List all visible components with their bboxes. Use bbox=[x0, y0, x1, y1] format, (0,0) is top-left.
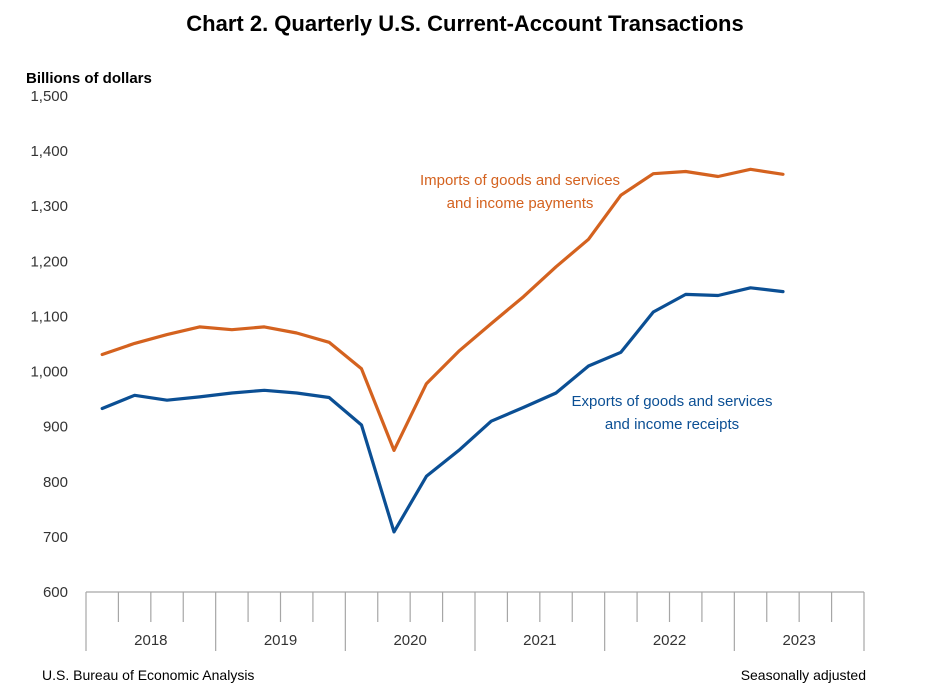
y-tick-label: 700 bbox=[43, 529, 68, 546]
y-tick-label: 1,200 bbox=[30, 253, 68, 270]
series-label: and income payments bbox=[447, 195, 594, 212]
x-tick-label: 2020 bbox=[393, 632, 426, 649]
y-tick-label: 900 bbox=[43, 419, 68, 436]
y-axis-label: Billions of dollars bbox=[26, 70, 152, 87]
x-tick-label: 2019 bbox=[264, 632, 297, 649]
y-tick-label: 800 bbox=[43, 474, 68, 491]
x-tick-label: 2022 bbox=[653, 632, 686, 649]
series-line bbox=[100, 167, 785, 452]
y-tick-label: 1,100 bbox=[30, 308, 68, 325]
footer-source: U.S. Bureau of Economic Analysis bbox=[42, 667, 254, 683]
y-axis-ticks: 600 700 800 900 1,000 1,100 1,200 1,300 1,400 1,5… bbox=[30, 88, 68, 601]
y-tick-label: 1,400 bbox=[30, 143, 68, 160]
x-tick-label: 2018 bbox=[134, 632, 167, 649]
y-tick-label: 600 bbox=[43, 584, 68, 601]
series-line bbox=[100, 286, 785, 534]
footer-note: Seasonally adjusted bbox=[741, 667, 866, 683]
series-lines bbox=[100, 167, 785, 534]
y-tick-label: 1,300 bbox=[30, 198, 68, 215]
chart-title: Chart 2. Quarterly U.S. Current-Account … bbox=[186, 11, 743, 36]
y-tick-label: 1,500 bbox=[30, 88, 68, 105]
series-labels: Imports of goods and services and income … bbox=[420, 172, 773, 433]
y-tick-label: 1,000 bbox=[30, 364, 68, 381]
series-label: and income receipts bbox=[605, 416, 739, 433]
x-axis: 2018 2019 2020 2021 2022 2023 bbox=[85, 591, 865, 651]
series-label: Imports of goods and services bbox=[420, 172, 620, 189]
x-tick-label: 2023 bbox=[782, 632, 815, 649]
series-label: Exports of goods and services bbox=[572, 393, 773, 410]
x-tick-label: 2021 bbox=[523, 632, 556, 649]
